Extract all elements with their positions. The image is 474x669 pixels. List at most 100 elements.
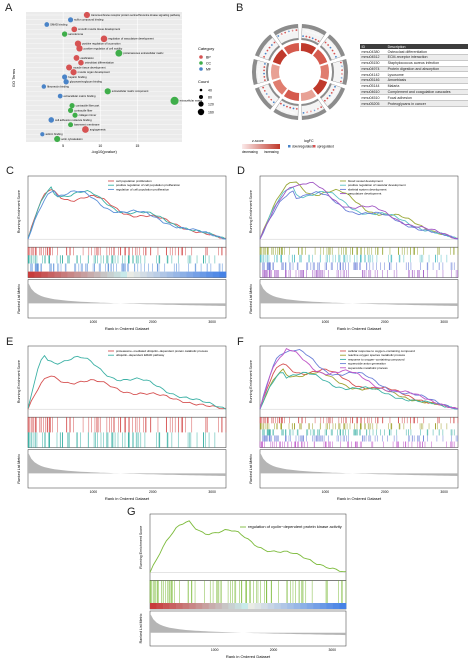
circos-track bbox=[258, 84, 279, 107]
legend-dot-bp bbox=[199, 55, 203, 59]
ranked-metric-area bbox=[260, 282, 458, 306]
rank-heat-cell bbox=[127, 271, 134, 278]
hit-area-frame bbox=[27, 416, 227, 448]
panel-label-b: B bbox=[236, 2, 244, 14]
go-xaxis-label: -log10(pvalue) bbox=[91, 149, 117, 154]
circos-gene-dot bbox=[340, 80, 342, 83]
circos-gene-dot bbox=[302, 35, 304, 38]
pathway-description-cell: Complement and coagulation cascades bbox=[386, 89, 468, 96]
circos-gene-dot bbox=[264, 62, 266, 65]
circos-gene-dot bbox=[309, 110, 312, 113]
rank-heat-cell bbox=[228, 603, 236, 609]
go-term-bubble bbox=[170, 96, 179, 105]
rank-heat-cell bbox=[189, 603, 197, 609]
circos-gene-dot bbox=[314, 38, 317, 41]
gsea-plot-f: cellular response to oxygen−containing c… bbox=[249, 345, 459, 501]
es-curve-3 bbox=[259, 181, 459, 240]
legend-count-120: 120 bbox=[208, 103, 214, 107]
go-xtick: 5 bbox=[62, 144, 64, 148]
circos-gene-dot bbox=[326, 97, 329, 100]
rank-xtick: 2000 bbox=[149, 490, 157, 494]
rank-heat-cell bbox=[153, 271, 161, 278]
go-term-bubble bbox=[83, 11, 91, 19]
rank-xtick: 1000 bbox=[90, 490, 98, 494]
circos-gene-dot bbox=[308, 36, 311, 39]
table-row: mmu04610 Complement and coagulation casca… bbox=[360, 89, 468, 96]
go-term-label: positive regulation of locomotion bbox=[82, 42, 121, 46]
rank-heat-cell bbox=[156, 603, 164, 609]
rank-plot-frame bbox=[149, 610, 347, 647]
table-row: mmu05150 Staphylococcus aureus infection bbox=[360, 60, 468, 67]
gsea-legend-label: superoxide anion generation bbox=[348, 362, 386, 366]
circos-gene-dot bbox=[341, 69, 343, 71]
go-term-bubble bbox=[57, 93, 63, 99]
rank-plot-frame bbox=[27, 279, 227, 319]
circos-gene-dot bbox=[289, 106, 292, 109]
rank-heat-cell bbox=[169, 603, 177, 609]
circos-gene-dot bbox=[292, 107, 295, 110]
circos-gene-dot bbox=[280, 33, 283, 36]
rank-xtick: 2000 bbox=[381, 320, 389, 324]
ranked-metric-area bbox=[150, 613, 346, 636]
rank-heat-cell bbox=[215, 603, 223, 609]
pathway-id-cell: mmu04610 bbox=[360, 89, 387, 96]
circos-zscore-segment bbox=[313, 79, 328, 95]
go-term-label: extracellular matrix bbox=[180, 99, 203, 103]
go-term-label: sarcolemma bbox=[68, 32, 83, 36]
circos-gene-dot bbox=[329, 46, 332, 49]
rank-heat-cell bbox=[113, 271, 121, 278]
rank-xaxis-label: Rank in Ordered Dataset bbox=[337, 326, 382, 331]
circos-pathway-id: mmu05146 bbox=[279, 107, 296, 116]
table-row: mmu04142 Lysosome bbox=[360, 71, 468, 79]
panel-label-g: G bbox=[127, 506, 136, 518]
rank-heat-cell bbox=[339, 603, 347, 609]
legend-size-40 bbox=[199, 88, 203, 92]
go-term-bubble bbox=[72, 112, 78, 118]
rank-xtick: 1000 bbox=[211, 648, 219, 652]
circos-gene-dot bbox=[331, 49, 334, 52]
circos-zscore-segment bbox=[283, 43, 300, 55]
go-term-bubble bbox=[100, 35, 108, 43]
circos-zscore-segment bbox=[283, 89, 300, 101]
rank-xtick: 3000 bbox=[208, 490, 216, 494]
es-curve-0 bbox=[149, 520, 347, 573]
pathway-id-cell: mmu05144 bbox=[360, 83, 387, 90]
go-term-label: glycosaminoglycan binding bbox=[70, 80, 103, 84]
circos-gene-dot bbox=[265, 93, 268, 95]
rank-heat-cell bbox=[140, 271, 148, 278]
rank-xaxis-label: Rank in Ordered Dataset bbox=[337, 496, 382, 501]
circos-gene-dot bbox=[340, 65, 343, 68]
pathway-description-cell: Proteoglycans in cancer bbox=[386, 100, 468, 107]
rank-heat-cell bbox=[293, 603, 301, 609]
rank-yaxis-label: Ranked List Metric bbox=[139, 613, 143, 643]
circos-gene-dot bbox=[311, 37, 314, 40]
circos-zscore-segment bbox=[313, 49, 328, 65]
circos-gene-dot bbox=[305, 35, 308, 38]
circos-gene-dot bbox=[332, 89, 335, 91]
rank-xtick: 3000 bbox=[440, 320, 448, 324]
circos-gene-dot bbox=[340, 76, 343, 79]
rank-plot-frame bbox=[259, 449, 459, 489]
legend-count-160: 160 bbox=[208, 111, 214, 115]
circos-gene-dot bbox=[263, 55, 265, 58]
rank-xtick: 1000 bbox=[322, 320, 330, 324]
circos-pathway-id: mmu05150 bbox=[339, 64, 343, 80]
go-term-label: extracellular matrix component bbox=[112, 89, 149, 93]
go-term-label: proteinaceous extracellular matrix bbox=[123, 51, 164, 55]
legend-count-title: Count bbox=[198, 79, 210, 84]
go-term-bubble bbox=[44, 22, 50, 27]
rank-heat-cell bbox=[199, 271, 207, 278]
gsea-legend-label: regulation of cyclin−dependent protein k… bbox=[248, 524, 342, 529]
circos-gene-dot bbox=[302, 111, 305, 114]
go-term-bubble bbox=[69, 103, 75, 109]
circos-gene-dot bbox=[323, 99, 326, 102]
circos-gene-dot bbox=[295, 107, 298, 110]
rank-heat-cell bbox=[182, 603, 190, 609]
gsea-plot-e: proteasome−mediated ubiquitin−dependent … bbox=[17, 345, 227, 501]
pathway-id-cell: mmu05146 bbox=[360, 77, 387, 84]
circos-gene-dot bbox=[264, 52, 267, 55]
circos-gene-dot bbox=[316, 107, 319, 110]
es-curve-4 bbox=[259, 347, 459, 410]
legend-category-mf: MF bbox=[206, 68, 211, 72]
go-term-bubble bbox=[67, 107, 74, 113]
